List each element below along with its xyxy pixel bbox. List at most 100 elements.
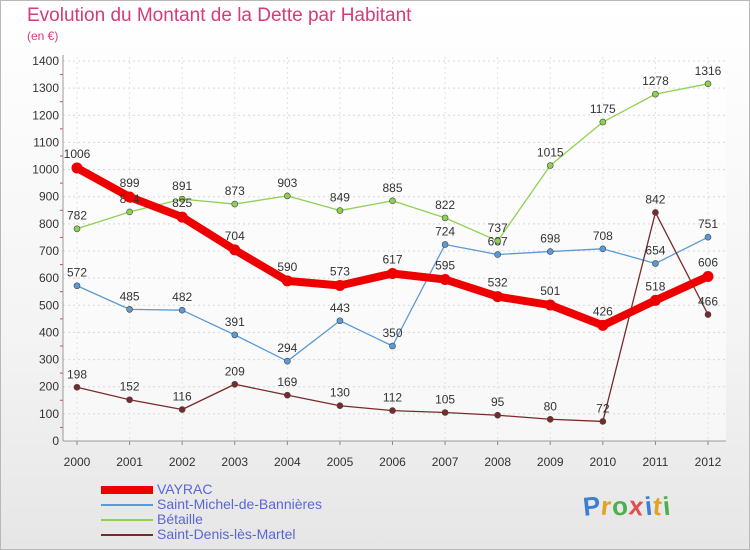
data-point	[599, 245, 607, 253]
data-point	[126, 306, 133, 313]
legend-item: Bétaille	[101, 511, 361, 528]
y-tick-label: 500	[39, 298, 59, 312]
x-tick-label: 2000	[64, 455, 91, 469]
data-point	[284, 357, 291, 365]
data-label: 466	[698, 295, 718, 309]
data-label: 698	[540, 232, 560, 246]
data-label: 209	[225, 364, 245, 378]
data-point	[494, 251, 501, 258]
data-label: 572	[67, 266, 87, 280]
data-label: 72	[596, 401, 610, 415]
data-label: 391	[225, 315, 245, 329]
chart-unit: (en €)	[27, 29, 59, 43]
data-point	[178, 195, 186, 203]
data-point	[73, 282, 81, 290]
data-label: 105	[435, 393, 455, 407]
data-point	[652, 90, 659, 98]
data-label: 903	[277, 176, 297, 190]
y-tick-label: 400	[39, 325, 59, 339]
data-point	[704, 80, 712, 88]
y-tick-label: 600	[39, 271, 59, 285]
legend-swatch	[101, 534, 153, 536]
data-point	[492, 291, 504, 303]
data-point	[126, 396, 133, 404]
data-label: 426	[593, 304, 613, 318]
proxiti-logo: Proxiti	[581, 490, 673, 522]
data-label: 350	[382, 326, 402, 340]
data-point	[649, 294, 661, 306]
data-label: 443	[330, 301, 350, 315]
data-label: 1175	[590, 102, 616, 116]
plot-area	[63, 57, 726, 441]
data-point	[704, 311, 712, 318]
data-label: 891	[172, 179, 192, 193]
data-label: 885	[382, 181, 402, 195]
legend-swatch	[101, 486, 153, 494]
data-point	[178, 406, 186, 413]
data-point	[704, 233, 712, 241]
data-label: 294	[277, 341, 297, 355]
data-label: 112	[383, 391, 402, 405]
data-point	[387, 268, 398, 280]
y-tick-label: 1400	[32, 54, 59, 68]
data-point	[546, 415, 554, 423]
y-tick-label: 700	[39, 244, 59, 258]
data-point	[284, 192, 291, 200]
x-tick-label: 2003	[221, 455, 248, 469]
data-label: 1006	[64, 147, 91, 161]
y-tick-label: 1200	[32, 108, 59, 122]
data-point	[281, 275, 293, 287]
legend-item: VAYRAC	[101, 481, 361, 498]
data-point	[231, 331, 239, 339]
x-tick-label: 2005	[327, 455, 354, 469]
data-label: 606	[698, 256, 718, 270]
data-point	[334, 279, 346, 291]
data-label: 873	[225, 184, 245, 198]
legend-swatch	[101, 504, 153, 506]
data-point	[284, 391, 291, 399]
data-point	[389, 407, 396, 414]
data-label: 482	[172, 290, 192, 304]
data-point	[599, 118, 607, 126]
data-point	[231, 380, 239, 388]
data-point	[441, 241, 449, 248]
legend-label: Bétaille	[157, 511, 203, 527]
data-label: 822	[435, 198, 455, 212]
data-point	[389, 342, 396, 350]
y-tick-label: 100	[39, 407, 59, 421]
data-point	[441, 409, 449, 416]
data-point	[652, 260, 659, 267]
data-label: 130	[330, 386, 350, 400]
logo-letter: i	[661, 490, 673, 522]
data-label: 198	[67, 367, 87, 381]
data-label: 169	[277, 375, 297, 389]
data-point	[702, 271, 714, 283]
data-point	[544, 299, 556, 311]
chart-title: Evolution du Montant de la Dette par Hab…	[27, 5, 412, 26]
legend-item: Saint-Michel-de-Bannières	[101, 496, 361, 513]
data-label: 573	[330, 264, 350, 278]
data-point	[389, 197, 396, 205]
y-tick-label: 1100	[33, 135, 59, 149]
data-point	[229, 244, 241, 256]
data-label: 704	[225, 229, 245, 243]
data-label: 116	[173, 390, 192, 404]
y-tick-label: 1000	[32, 163, 59, 177]
data-point	[494, 237, 501, 245]
data-label: 485	[120, 289, 140, 303]
data-label: 532	[488, 276, 508, 290]
legend: VAYRAC Saint-Michel-de-Bannières Bétaille S…	[101, 481, 361, 543]
x-tick-label: 2012	[695, 455, 722, 469]
legend-item: Saint-Denis-lès-Martel	[101, 526, 361, 543]
data-point	[73, 225, 81, 233]
data-label: 95	[491, 395, 505, 409]
data-label: 595	[435, 259, 455, 273]
y-tick-label: 900	[39, 190, 59, 204]
y-tick-label: 0	[52, 434, 59, 448]
x-tick-label: 2007	[432, 455, 459, 469]
data-point	[439, 274, 451, 285]
data-label: 518	[645, 279, 665, 293]
data-label: 842	[645, 192, 665, 206]
x-tick-label: 2011	[643, 455, 669, 469]
